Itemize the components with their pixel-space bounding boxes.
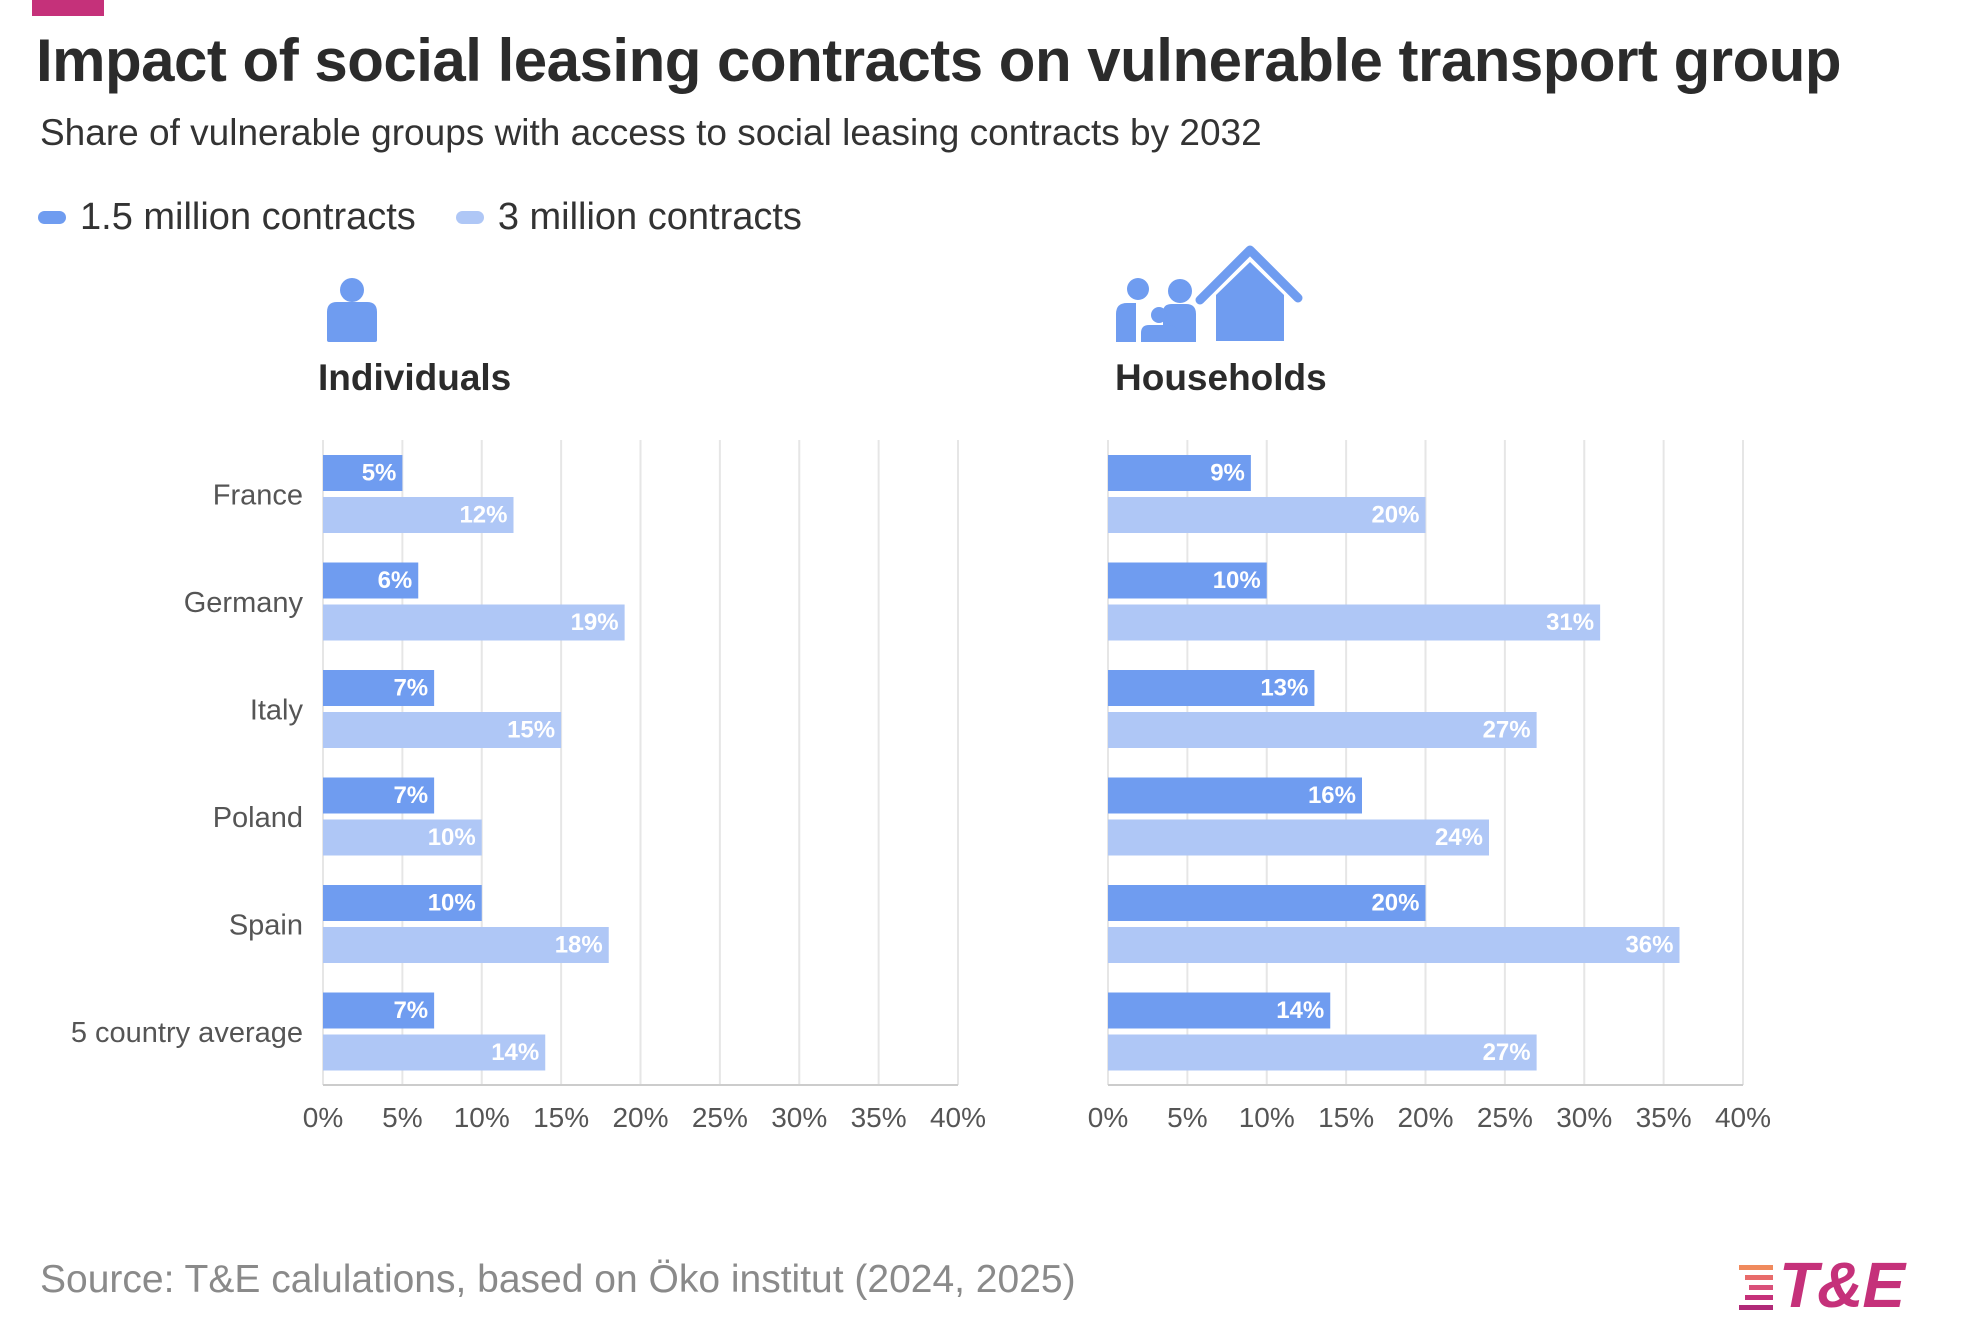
bar: [1108, 712, 1537, 748]
bar-value-label: 19%: [571, 609, 619, 636]
category-label: Spain: [229, 910, 303, 942]
x-tick-label: 15%: [533, 1102, 589, 1133]
bar: [323, 497, 514, 533]
bar: [323, 604, 625, 641]
x-tick-label: 40%: [1715, 1102, 1771, 1133]
category-label: Italy: [250, 695, 304, 727]
bar-value-label: 27%: [1483, 716, 1531, 743]
x-tick-label: 30%: [1556, 1102, 1612, 1133]
x-tick-label: 35%: [1636, 1102, 1692, 1133]
legend-swatch-1-5-million: [38, 211, 66, 224]
bar-value-label: 14%: [491, 1039, 539, 1066]
bar: [1108, 927, 1680, 963]
source-note: Source: T&E calulations, based on Öko in…: [40, 1258, 1076, 1301]
x-tick-label: 15%: [1318, 1102, 1374, 1133]
x-tick-label: 40%: [930, 1102, 986, 1133]
legend-item-1-5-million: 1.5 million contracts: [38, 196, 416, 239]
individuals-panel: Individuals 0% 5% 10% 15% 20% 25% 30% 35% 40% Fra…: [71, 278, 986, 1133]
households-panel: Households 0% 5% 10% 15% 20% 25% 30% 35% 40% 9% 20…: [1088, 245, 1771, 1133]
chart-subtitle: Share of vulnerable groups with access t…: [40, 112, 1262, 153]
bar: [1108, 604, 1601, 641]
bar: [1108, 455, 1251, 491]
bar: [1108, 497, 1426, 533]
category-label: 5 country average: [71, 1017, 303, 1049]
households-chart: 0% 5% 10% 15% 20% 25% 30% 35% 40% 9% 20% 10% 31% 13% 2…: [1088, 440, 1771, 1133]
te-logo: T&E: [1735, 1248, 1905, 1322]
bar-value-label: 36%: [1625, 931, 1673, 958]
bar-value-label: 5%: [362, 459, 397, 486]
individuals-chart: 0% 5% 10% 15% 20% 25% 30% 35% 40% France 5% 12% Germ…: [71, 440, 986, 1133]
bar: [323, 712, 562, 748]
bar-value-label: 24%: [1435, 824, 1483, 851]
bar-value-label: 18%: [555, 931, 603, 958]
bar: [323, 777, 435, 814]
bar-value-label: 10%: [1213, 567, 1261, 594]
bar-value-label: 20%: [1371, 889, 1419, 916]
x-tick-label: 10%: [454, 1102, 510, 1133]
family-house-icon: [1116, 245, 1303, 342]
bar: [323, 992, 435, 1029]
bar: [1108, 777, 1362, 814]
bar: [1108, 562, 1267, 599]
x-tick-label: 25%: [1477, 1102, 1533, 1133]
bar-value-label: 7%: [393, 674, 428, 701]
te-logo-stripes-icon: [1739, 1265, 1773, 1310]
bar: [1108, 885, 1426, 921]
bar: [323, 1034, 546, 1071]
bar-value-label: 20%: [1371, 501, 1419, 528]
person-icon: [327, 278, 377, 342]
bar-value-label: 13%: [1260, 674, 1308, 701]
x-tick-label: 20%: [612, 1102, 668, 1133]
bar: [1108, 1034, 1537, 1071]
bar-value-label: 9%: [1210, 459, 1245, 486]
bar: [1108, 670, 1315, 706]
bar: [323, 455, 403, 491]
charts-area: Individuals 0% 5% 10% 15% 20% 25% 30% 35% 40% Fra…: [71, 245, 1771, 1133]
bar: [1108, 819, 1489, 856]
category-label: Poland: [213, 802, 303, 834]
chart-title: Impact of social leasing contracts on vu…: [36, 27, 1842, 94]
bar-value-label: 31%: [1546, 609, 1594, 636]
bar-value-label: 7%: [393, 782, 428, 809]
bar-value-label: 14%: [1276, 997, 1324, 1024]
bar-value-label: 10%: [428, 889, 476, 916]
legend: 1.5 million contracts 3 million contract…: [38, 196, 802, 239]
x-tick-label: 10%: [1239, 1102, 1295, 1133]
bar-value-label: 12%: [459, 501, 507, 528]
bar: [323, 819, 482, 856]
category-label: Germany: [184, 587, 304, 619]
accent-tab: [32, 0, 104, 16]
bar: [323, 885, 482, 921]
bar-value-label: 6%: [378, 567, 413, 594]
bar-value-label: 27%: [1483, 1039, 1531, 1066]
x-tick-label: 0%: [1088, 1102, 1128, 1133]
bar-value-label: 7%: [393, 997, 428, 1024]
bar-value-label: 16%: [1308, 782, 1356, 809]
legend-swatch-3-million: [455, 211, 484, 224]
bar: [323, 562, 419, 599]
legend-label-1-5-million: 1.5 million contracts: [80, 196, 416, 238]
bar-value-label: 15%: [507, 716, 555, 743]
x-tick-label: 30%: [771, 1102, 827, 1133]
bar-value-label: 10%: [428, 824, 476, 851]
x-tick-label: 5%: [382, 1102, 422, 1133]
te-logo-text: T&E: [1779, 1249, 1905, 1321]
category-label: France: [213, 480, 303, 512]
x-tick-label: 35%: [851, 1102, 907, 1133]
bar: [323, 927, 609, 963]
x-tick-label: 20%: [1397, 1102, 1453, 1133]
individuals-heading: Individuals: [318, 357, 511, 398]
legend-item-3-million: 3 million contracts: [455, 196, 802, 239]
x-tick-label: 25%: [692, 1102, 748, 1133]
x-tick-label: 5%: [1167, 1102, 1207, 1133]
households-heading: Households: [1115, 357, 1327, 398]
bar: [1108, 992, 1331, 1029]
x-tick-label: 0%: [303, 1102, 343, 1133]
bar: [323, 670, 435, 706]
legend-label-3-million: 3 million contracts: [497, 196, 802, 238]
